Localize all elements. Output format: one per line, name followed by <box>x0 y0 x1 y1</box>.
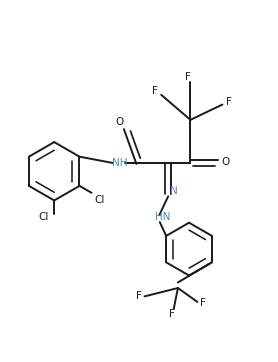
Text: F: F <box>200 298 206 308</box>
Text: F: F <box>169 309 175 319</box>
Text: F: F <box>225 97 232 107</box>
Text: HN: HN <box>155 212 171 222</box>
Text: O: O <box>221 157 229 167</box>
Text: Cl: Cl <box>94 195 105 205</box>
Text: F: F <box>152 86 158 96</box>
Text: O: O <box>115 117 124 127</box>
Text: N: N <box>170 186 178 196</box>
Text: F: F <box>135 291 142 302</box>
Text: F: F <box>185 72 191 82</box>
Text: Cl: Cl <box>38 212 49 222</box>
Text: NH: NH <box>112 158 128 168</box>
